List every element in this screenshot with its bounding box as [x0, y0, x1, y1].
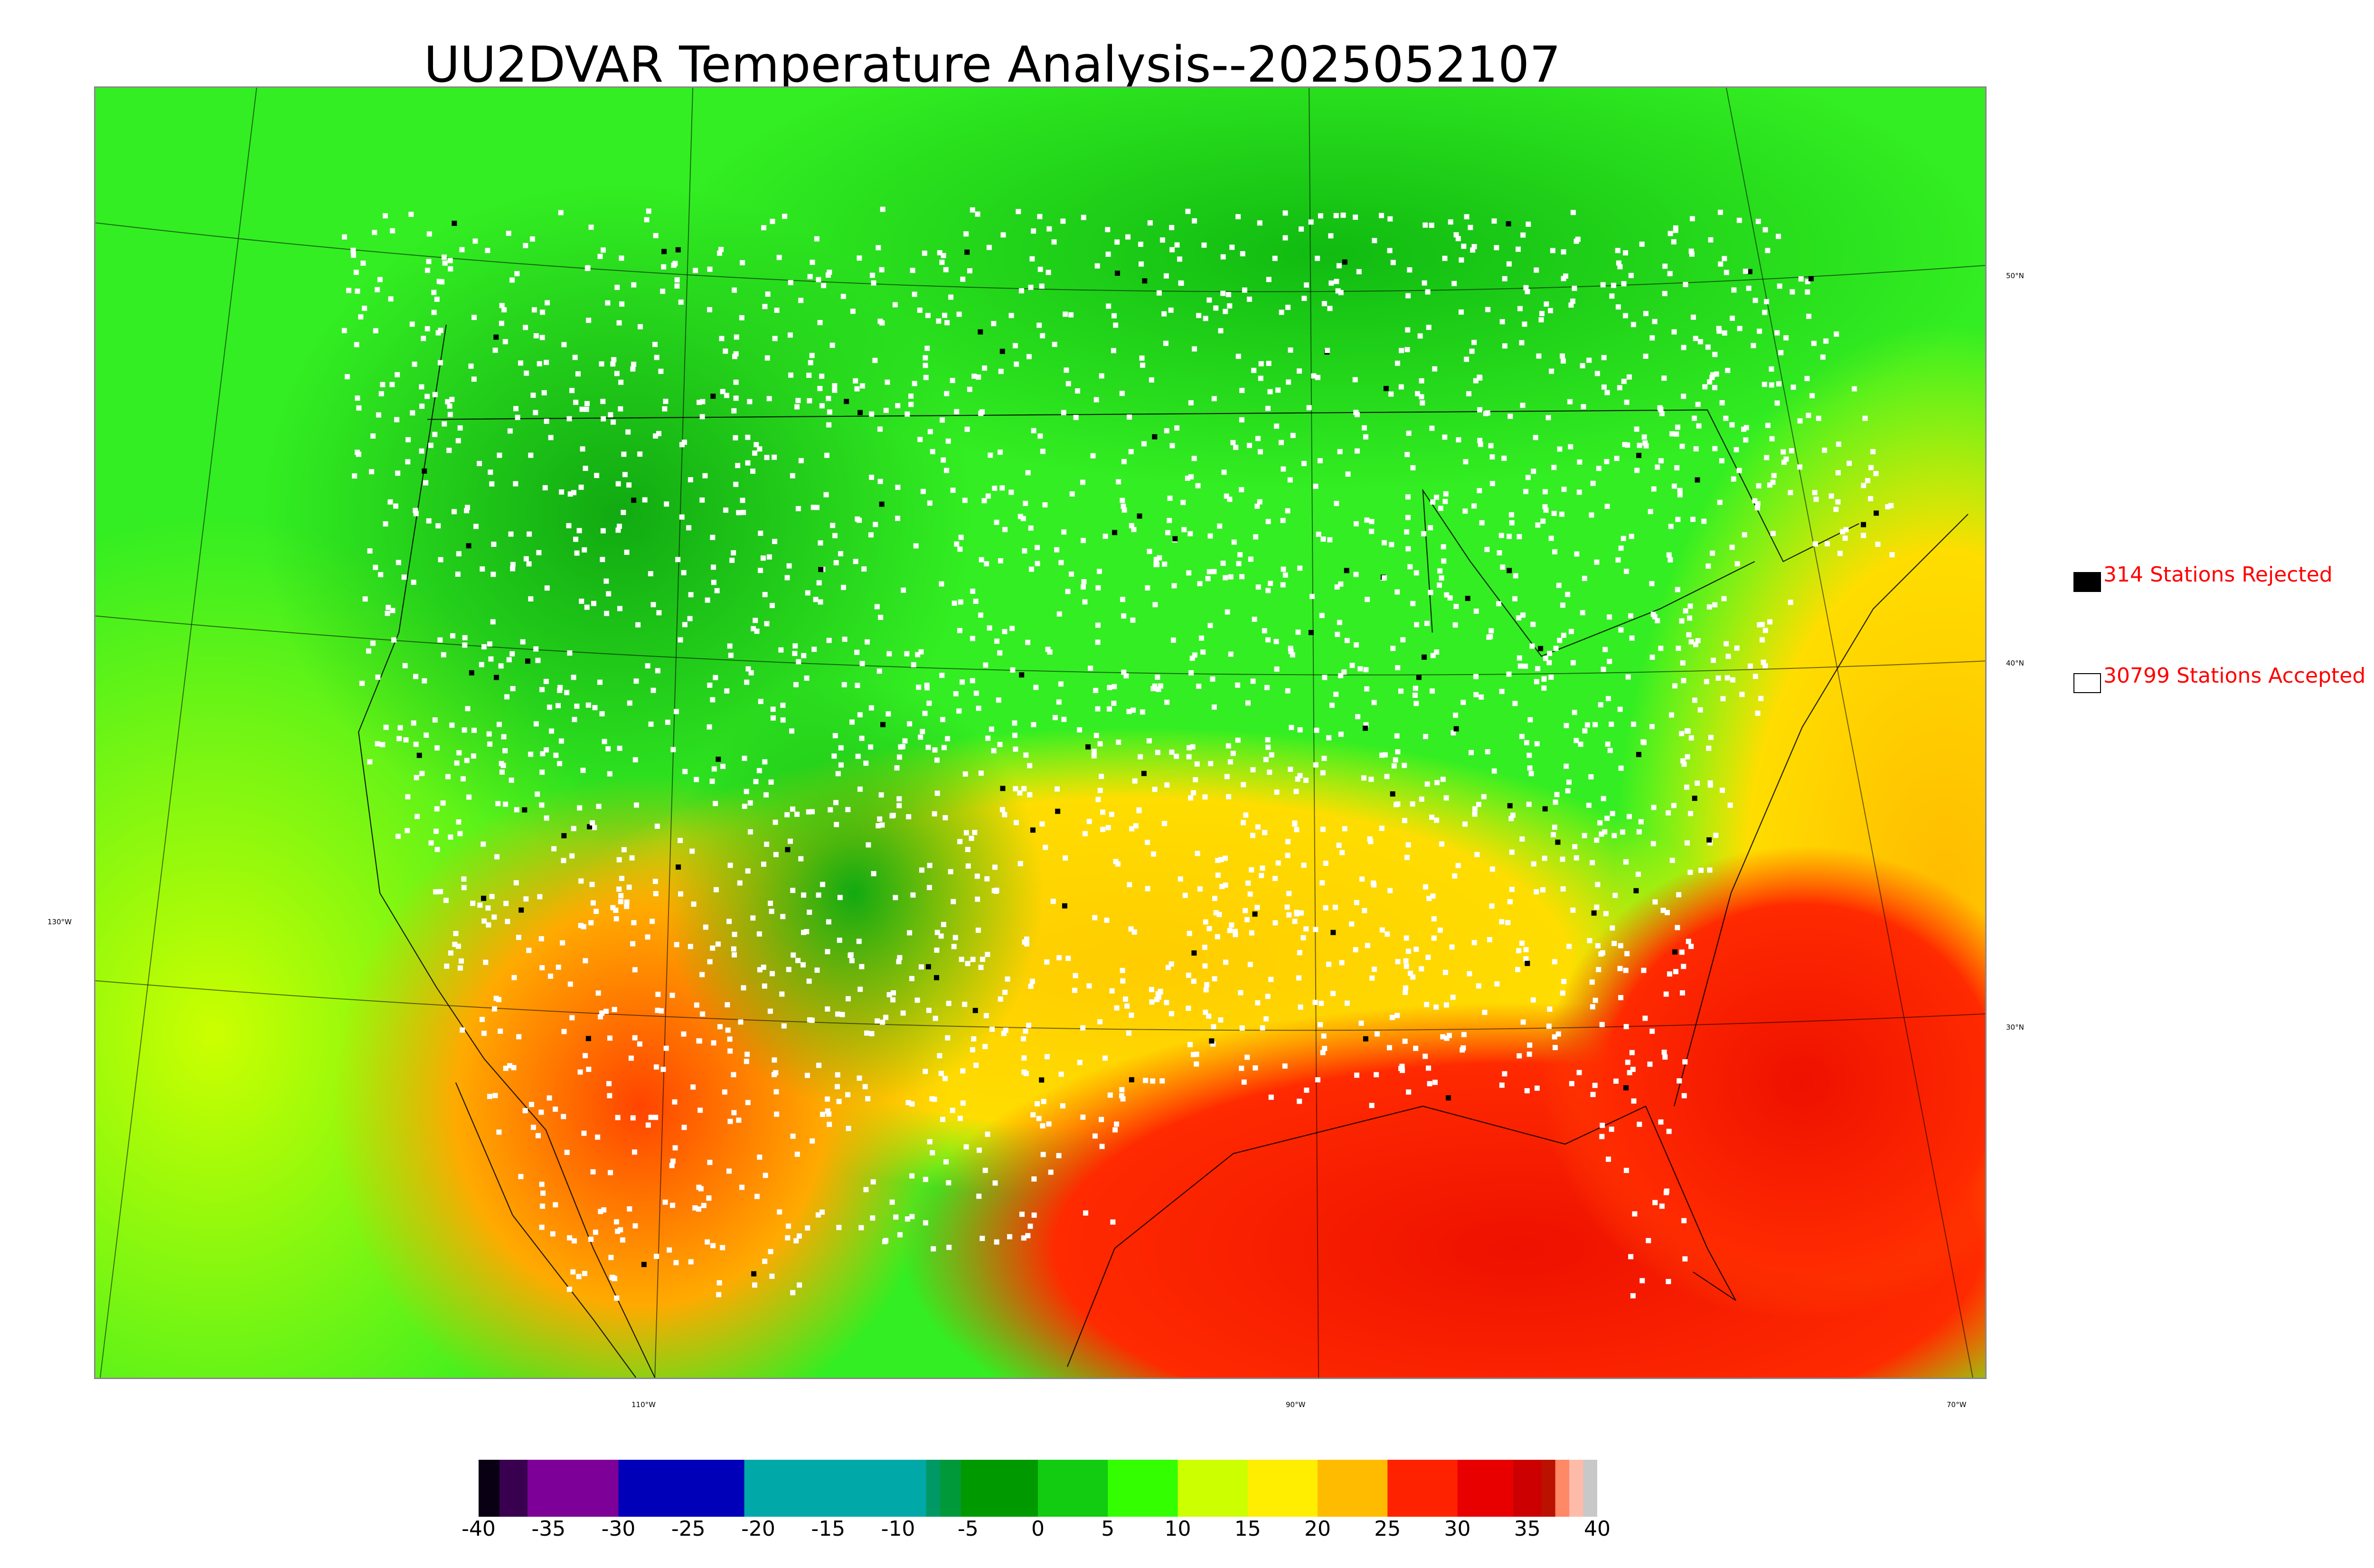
lon-label-110: 110°W: [631, 1400, 656, 1409]
colorbar-tick-label: 0: [1031, 1517, 1045, 1541]
colorbar-segment-10: [1178, 1460, 1248, 1517]
rejected-swatch: [2073, 572, 2101, 592]
colorbar-tick-label: 10: [1164, 1517, 1191, 1541]
colorbar-segment-2: [528, 1460, 619, 1517]
temperature-map: [94, 86, 1987, 1379]
colorbar-tick-label: 15: [1234, 1517, 1261, 1541]
colorbar-segment-15: [1513, 1460, 1542, 1517]
lon-label-90: 90°W: [1286, 1400, 1306, 1409]
accepted-stations-label: 30799 Stations Accepted: [2103, 664, 2366, 688]
colorbar-tick-label: 20: [1304, 1517, 1331, 1541]
temperature-field: [95, 88, 1985, 1378]
colorbar-tick-label: -35: [531, 1517, 566, 1541]
colorbar-tick-label: -10: [881, 1517, 915, 1541]
colorbar-segment-9: [1108, 1460, 1178, 1517]
colorbar-tick-label: -15: [811, 1517, 846, 1541]
colorbar-tick-label: 35: [1514, 1517, 1541, 1541]
colorbar-segment-18: [1569, 1460, 1584, 1517]
station-markers: [341, 207, 1895, 1301]
lat-label-50: 50°N: [2006, 272, 2024, 280]
colorbar-tick-label: 40: [1584, 1517, 1611, 1541]
colorbar-segment-8: [1038, 1460, 1108, 1517]
lat-label-40: 40°N: [2006, 659, 2024, 667]
colorbar-segment-13: [1387, 1460, 1458, 1517]
colorbar-segment-12: [1318, 1460, 1388, 1517]
colorbar-tick-label: 30: [1444, 1517, 1471, 1541]
colorbar-segment-0: [479, 1460, 500, 1517]
colorbar-segment-6: [940, 1460, 961, 1517]
colorbar-segment-17: [1555, 1460, 1570, 1517]
colorbar-segment-5: [926, 1460, 941, 1517]
temperature-colorbar: [479, 1460, 1597, 1517]
rejected-stations-label: 314 Stations Rejected: [2103, 563, 2333, 587]
colorbar-tick-label: -5: [957, 1517, 979, 1541]
colorbar-tick-label: -20: [741, 1517, 775, 1541]
colorbar-segment-11: [1247, 1460, 1318, 1517]
lon-label-130: 130°W: [47, 918, 72, 926]
colorbar-tick-label: -30: [601, 1517, 636, 1541]
colorbar-segment-1: [499, 1460, 528, 1517]
colorbar-segment-19: [1583, 1460, 1597, 1517]
colorbar-segment-3: [618, 1460, 745, 1517]
colorbar-tick-label: -40: [462, 1517, 496, 1541]
colorbar-segment-16: [1541, 1460, 1556, 1517]
lon-label-70: 70°W: [1947, 1400, 1967, 1409]
colorbar-tick-label: -25: [671, 1517, 706, 1541]
colorbar-tick-label: 5: [1101, 1517, 1115, 1541]
colorbar-tick-label: 25: [1374, 1517, 1401, 1541]
colorbar-segment-14: [1457, 1460, 1514, 1517]
map-title: UU2DVAR Temperature Analysis--2025052107: [424, 36, 1561, 94]
accepted-swatch: [2073, 673, 2101, 693]
lat-label-30: 30°N: [2006, 1023, 2024, 1032]
colorbar-segment-7: [961, 1460, 1038, 1517]
colorbar-segment-4: [744, 1460, 926, 1517]
